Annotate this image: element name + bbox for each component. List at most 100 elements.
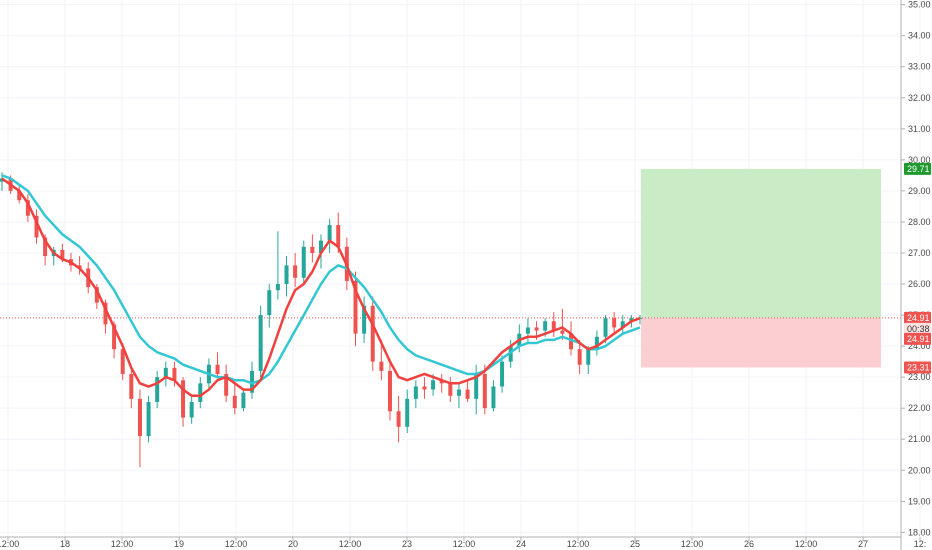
candle — [301, 240, 306, 285]
x-tick-label: 12:00 — [0, 539, 19, 549]
candle — [293, 252, 298, 288]
x-tick-label: 12:00 — [567, 539, 590, 549]
candle — [465, 380, 470, 402]
candle — [189, 395, 194, 424]
candle — [181, 377, 186, 427]
candle — [612, 311, 617, 334]
candle — [500, 355, 505, 393]
candle — [577, 339, 582, 375]
x-tick-label: 20 — [288, 539, 298, 549]
candle — [586, 346, 591, 375]
x-tick-label: 12:00 — [111, 539, 134, 549]
last-price-label: 24.91 — [907, 313, 930, 323]
y-tick-label: 31.00 — [908, 124, 931, 134]
candle — [129, 367, 134, 409]
candle — [215, 352, 220, 378]
candle — [603, 315, 608, 343]
candle — [620, 315, 625, 334]
target-price-label: 29.71 — [907, 164, 930, 174]
loss-zone[interactable] — [641, 317, 881, 368]
candle — [525, 318, 530, 343]
candle — [456, 383, 461, 409]
entry-price-badge — [904, 332, 931, 345]
candle — [413, 380, 418, 409]
y-tick-label: 28.00 — [908, 217, 931, 227]
y-tick-label: 21.00 — [908, 434, 931, 444]
x-tick-label: 12:00 — [795, 539, 818, 549]
candle — [17, 184, 22, 204]
x-tick-label: 19 — [174, 539, 184, 549]
y-tick-label: 30.00 — [908, 155, 931, 165]
candle — [137, 389, 142, 468]
candle — [77, 256, 82, 275]
candle — [146, 395, 151, 443]
x-tick-label: 12: — [914, 539, 927, 549]
y-tick-label: 19.00 — [908, 496, 931, 506]
candle — [551, 311, 556, 337]
candle — [422, 377, 427, 399]
y-axis-tick-labels[interactable]: 18.0019.0020.0021.0022.0023.0024.0025.00… — [901, 0, 931, 537]
countdown-badge — [904, 322, 931, 335]
candle — [198, 377, 203, 409]
x-tick-label: 12:00 — [681, 539, 704, 549]
candle — [405, 389, 410, 434]
x-tick-label: 26 — [744, 539, 754, 549]
candle — [172, 361, 177, 387]
countdown-label: 00:38 — [907, 324, 930, 334]
x-axis-tick-labels[interactable]: 12:00 18 12:00 19 12:00 20 12:00 23 12:00 24 12:00… — [0, 537, 926, 549]
y-tick-label: 24.00 — [908, 341, 931, 351]
candle — [275, 231, 280, 300]
y-tick-label: 26.00 — [908, 279, 931, 289]
y-tick-label: 34.00 — [908, 31, 931, 41]
chart-grid — [0, 0, 921, 537]
candle — [482, 364, 487, 415]
candle — [569, 321, 574, 356]
x-tick-label: 25 — [630, 539, 640, 549]
x-tick-label: 27 — [858, 539, 868, 549]
candle — [560, 308, 565, 340]
candle — [241, 389, 246, 412]
candle — [594, 330, 599, 356]
y-tick-label: 29.00 — [908, 186, 931, 196]
y-tick-label: 22.00 — [908, 403, 931, 413]
candle — [327, 218, 332, 253]
price-badges: 29.71 24.91 00:38 24.91 23.31 — [904, 162, 931, 374]
candle — [232, 383, 237, 415]
stop-price-badge — [904, 361, 931, 374]
fast-moving-average-line — [1, 177, 641, 398]
candle — [267, 284, 272, 328]
candle — [258, 305, 263, 378]
x-tick-label: 24 — [516, 539, 526, 549]
x-tick-label: 12:00 — [225, 539, 248, 549]
candle — [362, 296, 367, 343]
candle — [310, 234, 315, 263]
axes — [0, 0, 902, 550]
candle — [379, 339, 384, 381]
candles — [0, 172, 642, 468]
position-zones — [641, 168, 881, 368]
candle — [25, 194, 30, 222]
candle — [491, 380, 496, 412]
candle — [353, 271, 358, 347]
x-tick-label: 12:00 — [339, 539, 362, 549]
candle — [387, 358, 392, 421]
y-tick-label: 27.00 — [908, 248, 931, 258]
x-tick-label: 18 — [60, 539, 70, 549]
candle — [439, 374, 444, 393]
x-tick-label: 23 — [402, 539, 412, 549]
stop-price-label: 23.31 — [907, 363, 930, 373]
y-tick-label: 23.00 — [908, 372, 931, 382]
candle — [448, 377, 453, 402]
candle — [508, 339, 513, 368]
y-tick-label: 32.00 — [908, 93, 931, 103]
candle — [284, 256, 289, 297]
candle — [224, 364, 229, 402]
y-tick-label: 33.00 — [908, 62, 931, 72]
y-tick-label: 20.00 — [908, 465, 931, 475]
profit-zone[interactable] — [641, 168, 881, 318]
candle — [370, 296, 375, 371]
x-tick-label: 12:00 — [453, 539, 476, 549]
candle — [103, 299, 108, 334]
candle — [396, 395, 401, 443]
